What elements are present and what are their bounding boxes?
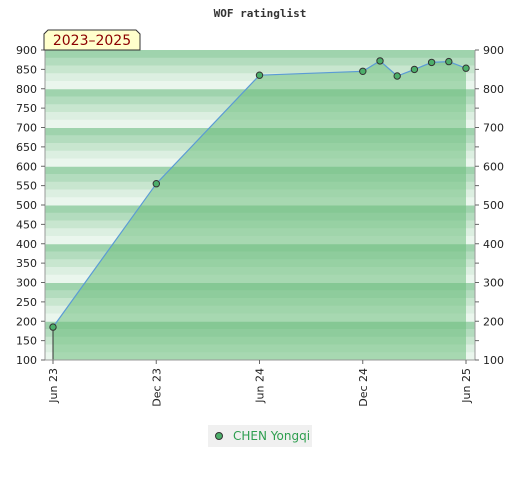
y-tick-label-left: 650 xyxy=(16,141,37,154)
series-line xyxy=(52,60,467,328)
y-tick-label-right: 200 xyxy=(483,315,504,328)
bg-band-stripe xyxy=(45,65,475,74)
y-tick-label-left: 700 xyxy=(16,122,37,135)
x-tick-label: Dec 23 xyxy=(150,368,163,407)
y-tick-label-left: 600 xyxy=(16,160,37,173)
y-tick-label-left: 400 xyxy=(16,238,37,251)
legend[interactable]: CHEN Yongqi xyxy=(208,425,312,447)
axes: 100 150 200 250 300 350 400 450 500 550 600 650 700 7… xyxy=(16,44,504,407)
bg-band-stripe xyxy=(45,57,475,66)
y-tick-label-left: 250 xyxy=(16,296,37,309)
legend-item-label[interactable]: CHEN Yongqi xyxy=(233,429,310,443)
y-tick-label-right: 400 xyxy=(483,238,504,251)
y-tick-label-left: 450 xyxy=(16,218,37,231)
area-fill-layer xyxy=(52,60,467,361)
bg-band-stripe xyxy=(45,50,475,59)
legend-box xyxy=(208,425,312,447)
data-point xyxy=(393,72,401,80)
data-point xyxy=(255,71,264,79)
chart-title: WOF ratinglist xyxy=(214,7,307,20)
data-point xyxy=(427,58,436,67)
legend-marker-icon xyxy=(215,432,223,440)
y-tick-label-right: 100 xyxy=(483,354,504,367)
y-tick-label-left: 350 xyxy=(16,257,37,270)
y-tick-label-right: 700 xyxy=(483,122,504,135)
data-points xyxy=(49,57,470,331)
y-tick-label-left: 150 xyxy=(16,335,37,348)
y-tick-label-right: 800 xyxy=(483,83,504,96)
y-tick-label-left: 300 xyxy=(16,277,37,290)
x-tick-label: Jun 23 xyxy=(47,368,60,404)
data-point xyxy=(49,323,57,331)
data-point xyxy=(359,67,367,76)
y-tick-label-right: 300 xyxy=(483,277,504,290)
period-badge-box xyxy=(43,29,141,51)
y-tick-label-right: 500 xyxy=(483,199,504,212)
data-point xyxy=(462,64,470,72)
chart-title-text: WOF ratinglist xyxy=(214,7,307,20)
period-badge: 2023–2025 xyxy=(43,29,141,51)
y-tick-label-left: 800 xyxy=(16,83,37,96)
data-point xyxy=(410,65,419,74)
data-point xyxy=(376,57,384,65)
y-tick-label-left: 100 xyxy=(16,354,37,367)
y-tick-label-right: 600 xyxy=(483,160,504,173)
y-tick-label-left: 550 xyxy=(16,180,37,193)
x-tick-label: Jun 25 xyxy=(460,368,473,404)
y-tick-label-left: 750 xyxy=(16,102,37,115)
series-area-fill xyxy=(53,60,466,361)
y-tick-label-left: 500 xyxy=(16,199,37,212)
y-tick-label-right: 900 xyxy=(483,44,504,57)
data-point xyxy=(445,57,453,66)
period-badge-text: 2023–2025 xyxy=(53,33,131,49)
y-tick-label-left: 850 xyxy=(16,63,37,76)
data-point xyxy=(152,180,161,188)
y-tick-label-left: 900 xyxy=(16,44,37,57)
x-tick-label: Dec 24 xyxy=(357,368,370,407)
x-tick-label: Jun 24 xyxy=(254,368,267,404)
y-tick-label-left: 200 xyxy=(16,315,37,328)
